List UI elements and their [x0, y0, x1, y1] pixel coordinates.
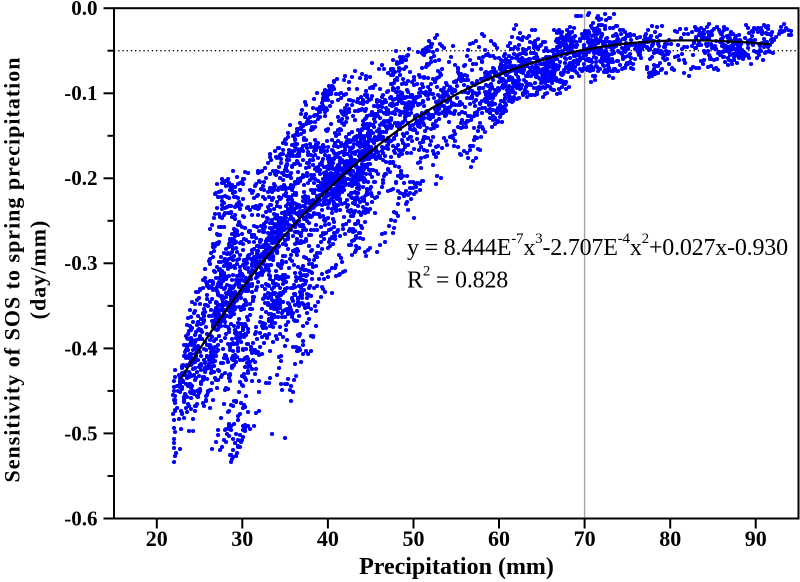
svg-text:R2 = 0.828: R2 = 0.828 — [407, 264, 508, 294]
svg-text:y = 8.444E-7x3-2.707E-4x2+0.02: y = 8.444E-7x3-2.707E-4x2+0.027x-0.930 — [407, 231, 788, 261]
svg-text:Precipitation (mm): Precipitation (mm) — [359, 554, 554, 580]
svg-text:-0.6: -0.6 — [64, 506, 97, 530]
svg-text:20: 20 — [146, 526, 168, 551]
svg-text:50: 50 — [403, 526, 425, 551]
svg-text:40: 40 — [317, 526, 339, 551]
svg-text:90: 90 — [745, 526, 767, 551]
svg-text:60: 60 — [488, 526, 510, 551]
svg-text:Sensitivity of SOS to spring p: Sensitivity of SOS to spring precipitati… — [0, 56, 25, 482]
svg-text:30: 30 — [231, 526, 253, 551]
svg-text:-0.1: -0.1 — [64, 81, 97, 105]
svg-text:(day/mm): (day/mm) — [26, 220, 51, 320]
svg-text:-0.5: -0.5 — [64, 421, 97, 445]
svg-text:-0.2: -0.2 — [64, 166, 97, 190]
svg-text:0.0: 0.0 — [71, 0, 97, 20]
svg-text:80: 80 — [659, 526, 681, 551]
svg-text:70: 70 — [574, 526, 596, 551]
svg-text:-0.3: -0.3 — [64, 251, 97, 275]
svg-text:-0.4: -0.4 — [64, 336, 98, 360]
